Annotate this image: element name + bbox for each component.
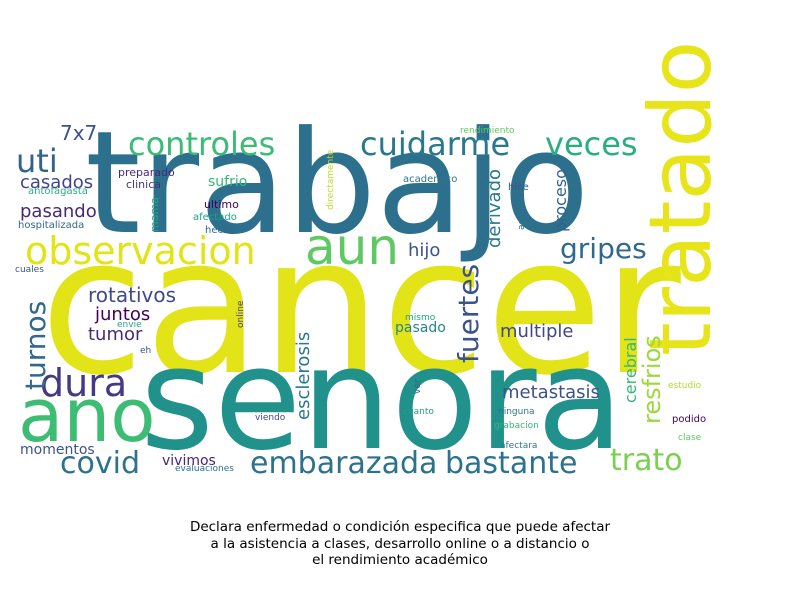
cloud-word-tratado: tratado (631, 41, 731, 356)
cloud-word-multiple: multiple (500, 321, 574, 342)
cloud-word-viendo: viendo (255, 413, 286, 423)
cloud-word-ninguna: ninguna (498, 407, 535, 417)
cloud-word-casados: casados (20, 172, 93, 193)
cloud-word-estudio: estudio (668, 381, 702, 391)
cloud-word-covid: covid (60, 446, 140, 481)
cloud-word-eh: eh (140, 346, 151, 356)
cloud-word-momentos: momentos (20, 442, 95, 458)
cloud-word-juntos: juntos (94, 304, 150, 325)
caption-line-2: a la asistencia a clases, desarrollo onl… (210, 535, 590, 552)
cloud-word-resfrios: resfrios (638, 335, 666, 424)
cloud-word-cuidarme: cuidarme (360, 125, 510, 163)
cloud-word-hecho: hecho (205, 225, 235, 236)
caption-line-1: Declara enfermedad o condición especific… (189, 519, 611, 535)
cloud-word-7x7: 7x7 (60, 121, 97, 145)
cloud-word-senora: senora (140, 317, 624, 482)
cloud-word-bastante: bastante (445, 446, 577, 481)
cloud-word-trato: trato (610, 443, 683, 478)
cloud-word-grabacion: grabacion (494, 421, 539, 431)
cloud-word-metastasis: metastasis (502, 382, 600, 403)
cloud-word-turnos: turnos (19, 301, 52, 390)
cloud-word-gripes: gripes (560, 232, 647, 265)
cloud-word-preparado: preparado (118, 166, 175, 179)
cloud-word-esclerosis: esclerosis (293, 332, 314, 420)
cloud-word-ultimo: ultimo (204, 198, 239, 211)
cloud-word-proceso: proceso (551, 169, 570, 232)
cloud-word-controles: controles (128, 125, 275, 163)
cloud-word-afectado: afectado (193, 212, 237, 223)
cloud-word-tumor: tumor (88, 324, 143, 345)
cloud-word-cerebral: cerebral (621, 337, 640, 403)
cloud-word-hospitalizada: hospitalizada (18, 220, 84, 231)
cloud-word-dura: dura (40, 361, 127, 405)
cloud-word-trabajo: trabajo (85, 101, 590, 266)
cloud-word-vivimos: vivimos (162, 453, 216, 469)
cloud-word-hice: hice (508, 182, 529, 193)
cloud-word-academico: academico (403, 174, 457, 185)
cloud-word-embarazada: embarazada (250, 446, 437, 481)
cloud-word-pasando: pasando (20, 201, 97, 222)
cloud-word-evaluaciones: evaluaciones (175, 464, 234, 474)
cloud-word-mama: mama (148, 197, 161, 232)
cloud-word-cuales: cuales (15, 265, 44, 275)
cloud-word-directamente: directamente (326, 149, 336, 210)
cloud-word-pasado: pasado (395, 320, 446, 336)
cloud-word-ano: ano (18, 373, 156, 459)
caption-line-3: el rendimiento académico (312, 552, 488, 568)
cloud-word-online: online (236, 300, 246, 328)
cloud-word-rendimiento: rendimiento (460, 126, 515, 136)
figure-caption: Declara enfermedad o condición especific… (100, 519, 700, 569)
cloud-word-aun: aun (305, 218, 399, 276)
cloud-word-aqui: aqui (517, 211, 527, 230)
cloud-word-ver: ver (413, 379, 423, 394)
cloud-word-afectara: afectara (500, 441, 537, 451)
cloud-word-podido: podido (672, 414, 706, 425)
cloud-word-cancer: cancer (40, 196, 682, 417)
cloud-word-veces: veces (545, 125, 638, 163)
cloud-word-mismo: mismo (405, 313, 436, 323)
cloud-word-hijo: hijo (408, 240, 440, 261)
cloud-word-clinica: clinica (126, 178, 161, 191)
cloud-word-sufrio: sufrio (208, 174, 247, 190)
cloud-word-envie: envie (117, 320, 142, 330)
cloud-word-uti: uti (16, 142, 58, 180)
cloud-word-derivado: derivado (484, 169, 505, 248)
cloud-word-antofagasta: antofagasta (28, 186, 88, 197)
cloud-word-cuanto: cuanto (403, 407, 434, 417)
cloud-word-fuertes: fuertes (452, 264, 485, 363)
cloud-word-observacion: observacion (25, 229, 256, 273)
cloud-word-clase: clase (678, 433, 702, 443)
cloud-word-rotativos: rotativos (88, 283, 176, 307)
